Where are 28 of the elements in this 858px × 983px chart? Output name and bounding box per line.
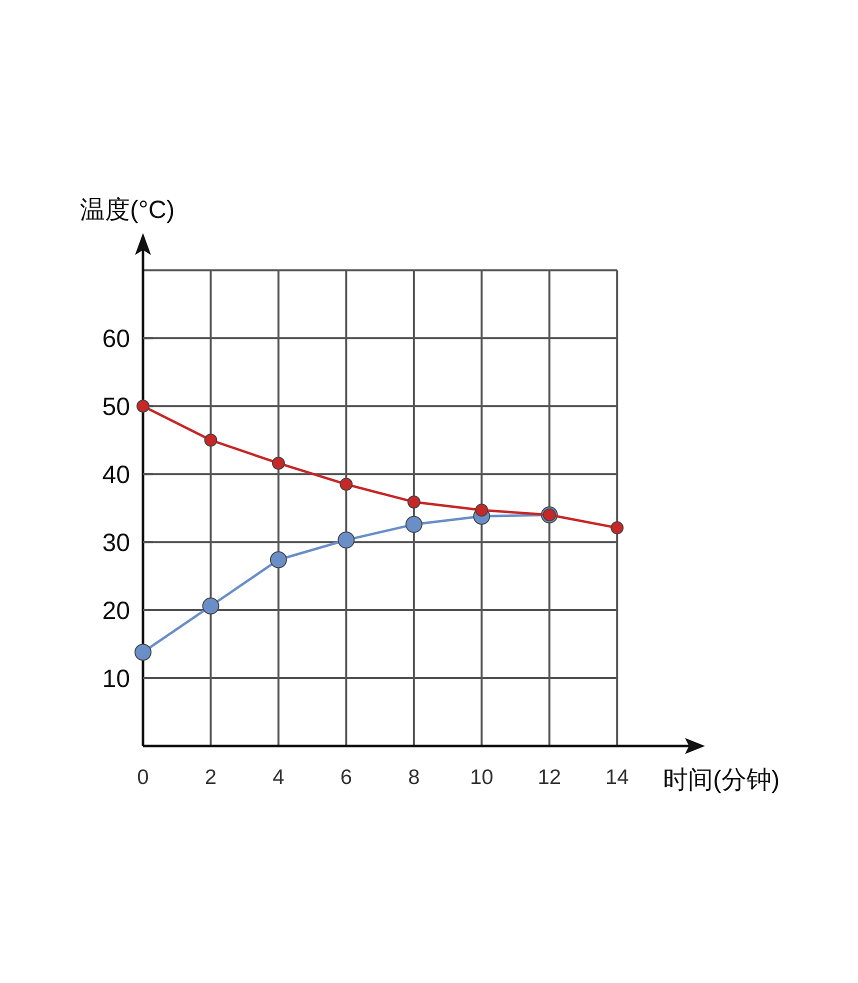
point [136,400,150,413]
point [272,456,285,470]
point [407,495,420,508]
point [405,516,422,533]
point [610,521,624,534]
x-tick-label: 8 [408,766,420,789]
y-axis-title: 温度(°C) [80,196,175,224]
x-tick-label: 10 [470,766,494,789]
x-axis-title: 时间(分钟) [663,766,780,794]
y-tick-label: 20 [102,597,130,626]
y-tick-label: 30 [102,529,130,558]
y-tick-label: 40 [102,461,130,490]
x-tick-label: 12 [538,766,562,789]
y-tick-label: 50 [102,393,130,422]
y-tick-label: 60 [102,325,130,354]
point [204,434,218,447]
point [270,551,287,568]
point [134,644,152,661]
x-tick-label: 0 [137,766,149,789]
x-tick-label: 2 [204,766,217,789]
point [202,597,220,614]
x-tick-label: 4 [272,766,285,789]
point [340,478,353,491]
x-tick-label: 6 [340,766,352,789]
y-tick-label: 10 [102,665,130,694]
point [338,532,355,549]
point [475,504,488,517]
x-tick-label: 14 [605,766,630,789]
